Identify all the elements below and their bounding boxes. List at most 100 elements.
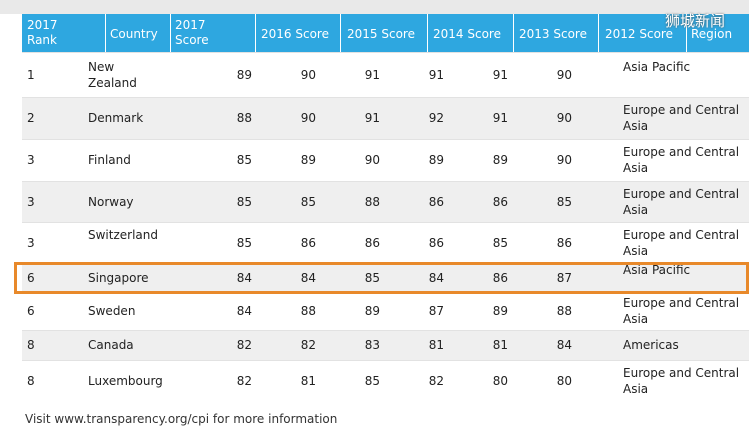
- header-row: [22, 14, 749, 52]
- score-cell: 86: [428, 194, 444, 209]
- score-cell: 90: [300, 67, 316, 82]
- score-cell: 89: [300, 153, 316, 167]
- score-cell: 85: [364, 270, 380, 285]
- header-divider: [255, 14, 256, 52]
- score-cell: 85: [492, 235, 508, 250]
- country-cell: Sweden: [88, 304, 136, 318]
- score-cell: 89: [492, 153, 508, 167]
- header-cell: 2017 Score: [175, 18, 209, 47]
- score-cell: 86: [556, 235, 572, 250]
- score-cell: 91: [364, 67, 380, 82]
- rank-cell: 6: [27, 304, 35, 318]
- score-cell: 89: [428, 153, 444, 167]
- watermark: 狮城新闻: [665, 12, 726, 30]
- table-row: [22, 139, 749, 182]
- header-cell: 2016 Score: [261, 27, 329, 41]
- country-cell: Finland: [88, 153, 131, 167]
- region-cell: Europe and Central Asia: [623, 365, 740, 396]
- score-cell: 88: [236, 111, 252, 125]
- score-cell: 82: [428, 373, 444, 388]
- score-cell: 89: [236, 67, 252, 82]
- footer-note: Visit www.transparency.org/cpi for more …: [25, 412, 338, 426]
- score-cell: 83: [364, 338, 380, 352]
- score-cell: 81: [428, 338, 444, 352]
- score-cell: 88: [300, 304, 316, 318]
- region-cell: Europe and Central Asia: [623, 145, 740, 175]
- region-cell: Europe and Central Asia: [623, 296, 740, 326]
- country-cell: Canada: [88, 338, 134, 352]
- score-cell: 82: [236, 338, 252, 352]
- score-cell: 89: [364, 304, 380, 318]
- score-cell: 91: [492, 67, 508, 82]
- region-cell: Asia Pacific: [623, 59, 691, 74]
- score-cell: 87: [428, 304, 444, 318]
- score-cell: 92: [428, 111, 444, 125]
- score-cell: 85: [556, 194, 572, 209]
- region-cell: Europe and Central Asia: [623, 103, 740, 133]
- score-cell: 85: [236, 194, 252, 209]
- score-cell: 85: [300, 194, 316, 209]
- score-cell: 82: [236, 373, 252, 388]
- header-divider: [686, 14, 687, 52]
- country-cell: Denmark: [88, 111, 144, 125]
- rank-cell: 8: [27, 338, 35, 352]
- table-row: [22, 330, 749, 361]
- score-cell: 86: [428, 235, 444, 250]
- score-cell: 86: [300, 235, 316, 250]
- header-cell: Country: [110, 27, 158, 41]
- score-cell: 86: [492, 194, 508, 209]
- country-cell: New Zealand: [88, 59, 137, 90]
- score-cell: 80: [492, 373, 508, 388]
- rank-cell: 8: [27, 373, 35, 388]
- score-cell: 84: [300, 270, 316, 285]
- country-cell: Norway: [88, 194, 134, 209]
- score-cell: 90: [300, 111, 316, 125]
- score-cell: 90: [556, 67, 572, 82]
- highlight-box: [14, 262, 749, 294]
- score-cell: 80: [556, 373, 572, 388]
- score-cell: 85: [236, 153, 252, 167]
- table-row: [22, 181, 749, 223]
- rank-cell: 3: [27, 235, 35, 250]
- region-cell: Europe and Central Asia: [623, 227, 740, 258]
- region-cell: Americas: [623, 338, 679, 352]
- score-cell: 84: [428, 270, 444, 285]
- header-divider: [598, 14, 599, 52]
- table-row: [22, 97, 749, 140]
- score-cell: 84: [236, 270, 252, 285]
- score-cell: 89: [492, 304, 508, 318]
- header-divider: [105, 14, 106, 52]
- score-cell: 88: [364, 194, 380, 209]
- score-cell: 90: [556, 153, 572, 167]
- score-cell: 87: [556, 270, 572, 285]
- table-row: [22, 360, 749, 402]
- score-cell: 85: [236, 235, 252, 250]
- score-cell: 81: [300, 373, 316, 388]
- header-divider: [340, 14, 341, 52]
- rank-cell: 2: [27, 111, 35, 125]
- top-band: [0, 0, 749, 14]
- region-cell: Asia Pacific: [623, 262, 691, 277]
- header-cell: 2017 Rank: [27, 18, 58, 47]
- score-cell: 82: [300, 338, 316, 352]
- score-cell: 91: [428, 67, 444, 82]
- table: 2017 Rank Country 2017 Score 2016 Score 2015…: [22, 14, 749, 402]
- header-divider: [513, 14, 514, 52]
- header-cell: 2012 Score: [605, 27, 673, 41]
- rank-cell: 3: [27, 153, 35, 167]
- score-cell: 86: [492, 270, 508, 285]
- country-cell: Singapore: [88, 270, 149, 285]
- score-cell: 90: [364, 153, 380, 167]
- score-cell: 88: [556, 304, 572, 318]
- country-cell: Luxembourg: [88, 373, 163, 388]
- header-cell: 2014 Score: [433, 27, 501, 41]
- score-cell: 84: [556, 338, 572, 352]
- score-cell: 85: [364, 373, 380, 388]
- country-cell: Switzerland: [88, 227, 158, 242]
- header-cell: Region: [691, 27, 733, 41]
- score-cell: 91: [364, 111, 380, 125]
- table-row: [22, 52, 749, 98]
- header-cell: 2015 Score: [347, 27, 415, 41]
- score-cell: 86: [364, 235, 380, 250]
